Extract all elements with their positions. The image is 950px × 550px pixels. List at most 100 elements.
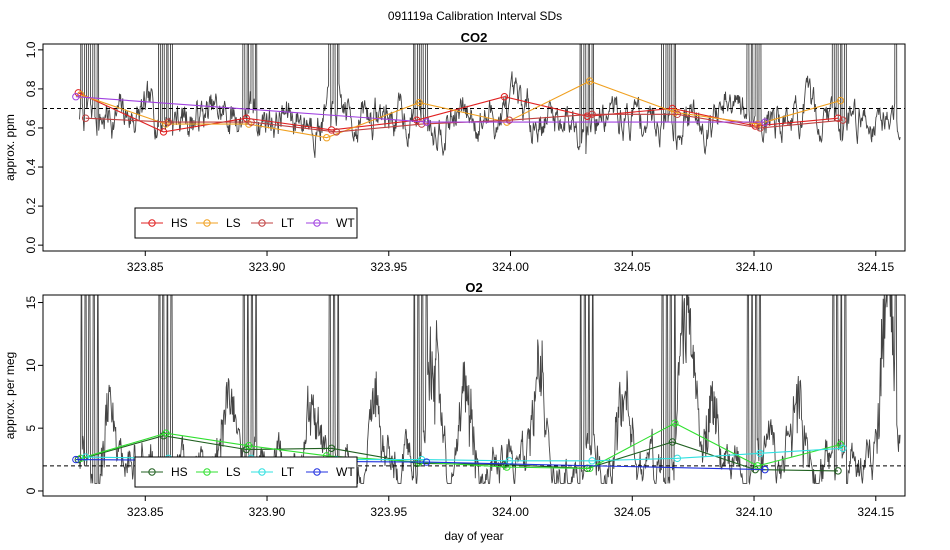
data-point xyxy=(834,114,842,122)
panel-title: CO2 xyxy=(461,30,488,45)
y-tick-label: 10 xyxy=(24,358,38,372)
data-point xyxy=(505,116,514,124)
data-point xyxy=(500,93,509,101)
legend-marker xyxy=(313,468,321,476)
x-tick-label: 324.00 xyxy=(492,505,529,519)
data-point xyxy=(242,445,251,454)
x-tick-label: 323.90 xyxy=(249,260,286,274)
data-point xyxy=(245,120,253,128)
x-axis-label: day of year xyxy=(444,529,503,543)
legend-label: LS xyxy=(226,465,241,479)
y-tick-label: 5 xyxy=(24,425,38,432)
data-point xyxy=(668,438,677,446)
series-wt xyxy=(72,93,769,126)
legend-label: LS xyxy=(226,216,241,230)
legend-item-wt: WT xyxy=(306,465,355,479)
data-point xyxy=(77,91,85,99)
series-ls xyxy=(77,77,845,142)
data-point xyxy=(839,116,847,124)
data-point xyxy=(588,110,596,119)
data-point xyxy=(72,455,80,464)
legend-marker xyxy=(148,468,156,476)
data-point xyxy=(756,449,764,457)
data-point xyxy=(247,118,255,126)
data-point xyxy=(671,108,679,117)
data-point xyxy=(839,444,847,452)
data-point xyxy=(585,464,594,473)
x-tick-label: 323.90 xyxy=(249,505,286,519)
data-point xyxy=(500,460,509,469)
data-point xyxy=(585,77,594,85)
raw-trace xyxy=(79,295,901,486)
legend-label: WT xyxy=(336,216,355,230)
data-point xyxy=(162,120,170,128)
data-point xyxy=(836,96,845,105)
x-tick-label: 324.05 xyxy=(614,260,651,274)
legend-marker xyxy=(203,219,211,227)
data-point xyxy=(673,110,682,119)
legend-marker xyxy=(203,468,211,476)
x-tick-label: 324.15 xyxy=(857,260,894,274)
legend-item-lt: LT xyxy=(251,216,295,230)
y-tick-label: 1.0 xyxy=(24,41,38,58)
y-tick-label: 0.6 xyxy=(24,119,38,136)
legend-item-lt: LT xyxy=(251,465,295,479)
legend-item-hs: HS xyxy=(141,465,188,479)
data-point xyxy=(673,454,682,463)
data-point xyxy=(164,118,173,126)
data-point xyxy=(77,454,85,463)
data-point xyxy=(761,465,769,474)
y-tick-label: 0.2 xyxy=(24,197,38,214)
data-point xyxy=(74,89,83,97)
data-point xyxy=(327,444,336,452)
data-point xyxy=(583,112,591,120)
data-point xyxy=(159,432,168,440)
series-line xyxy=(78,92,839,133)
series-line xyxy=(80,422,841,469)
x-tick-label: 324.00 xyxy=(492,260,529,274)
data-point xyxy=(756,124,764,132)
data-point xyxy=(81,453,90,461)
y-axis-label: approx. per meg xyxy=(3,352,17,439)
data-point xyxy=(322,134,331,142)
x-tick-label: 324.15 xyxy=(857,505,894,519)
legend-item-hs: HS xyxy=(141,216,188,230)
y-tick-label: 0.4 xyxy=(24,158,38,175)
legend-label: WT xyxy=(336,465,355,479)
data-point xyxy=(327,126,336,134)
data-point xyxy=(751,122,759,130)
y-tick-label: 0 xyxy=(24,487,38,494)
x-tick-label: 324.10 xyxy=(736,260,773,274)
x-tick-label: 323.95 xyxy=(370,505,407,519)
plot-frame xyxy=(42,43,906,252)
data-point xyxy=(761,118,769,126)
series-line xyxy=(75,96,765,123)
panel-co2: CO2 0.0 0.2 0.4 0.6 0.8 1.0 approx. ppm 323.85 32… xyxy=(3,30,906,274)
data-point xyxy=(588,457,596,465)
data-point xyxy=(836,440,845,449)
data-point xyxy=(417,120,426,128)
legend-item-ls: LS xyxy=(196,465,241,479)
legend: HS LS LT WT xyxy=(134,207,358,239)
x-tick-label: 323.85 xyxy=(127,505,164,519)
plot-frame xyxy=(42,294,906,497)
raw-trace xyxy=(79,44,901,158)
data-point xyxy=(159,128,168,136)
legend-marker xyxy=(148,219,156,227)
legend-marker xyxy=(258,468,266,476)
legend-marker xyxy=(258,219,266,227)
series-line xyxy=(80,80,841,139)
legend-label: LT xyxy=(281,216,295,230)
series-lt xyxy=(81,110,847,136)
data-point xyxy=(422,118,431,126)
y-axis-label: approx. ppm xyxy=(3,114,17,181)
y-tick-label: 15 xyxy=(24,296,38,310)
data-point xyxy=(81,114,90,122)
x-tick-label: 324.05 xyxy=(614,505,651,519)
x-tick-label: 323.85 xyxy=(127,260,164,274)
data-point xyxy=(72,93,80,101)
data-point xyxy=(332,128,341,136)
data-point xyxy=(415,98,423,107)
data-point xyxy=(671,419,679,427)
